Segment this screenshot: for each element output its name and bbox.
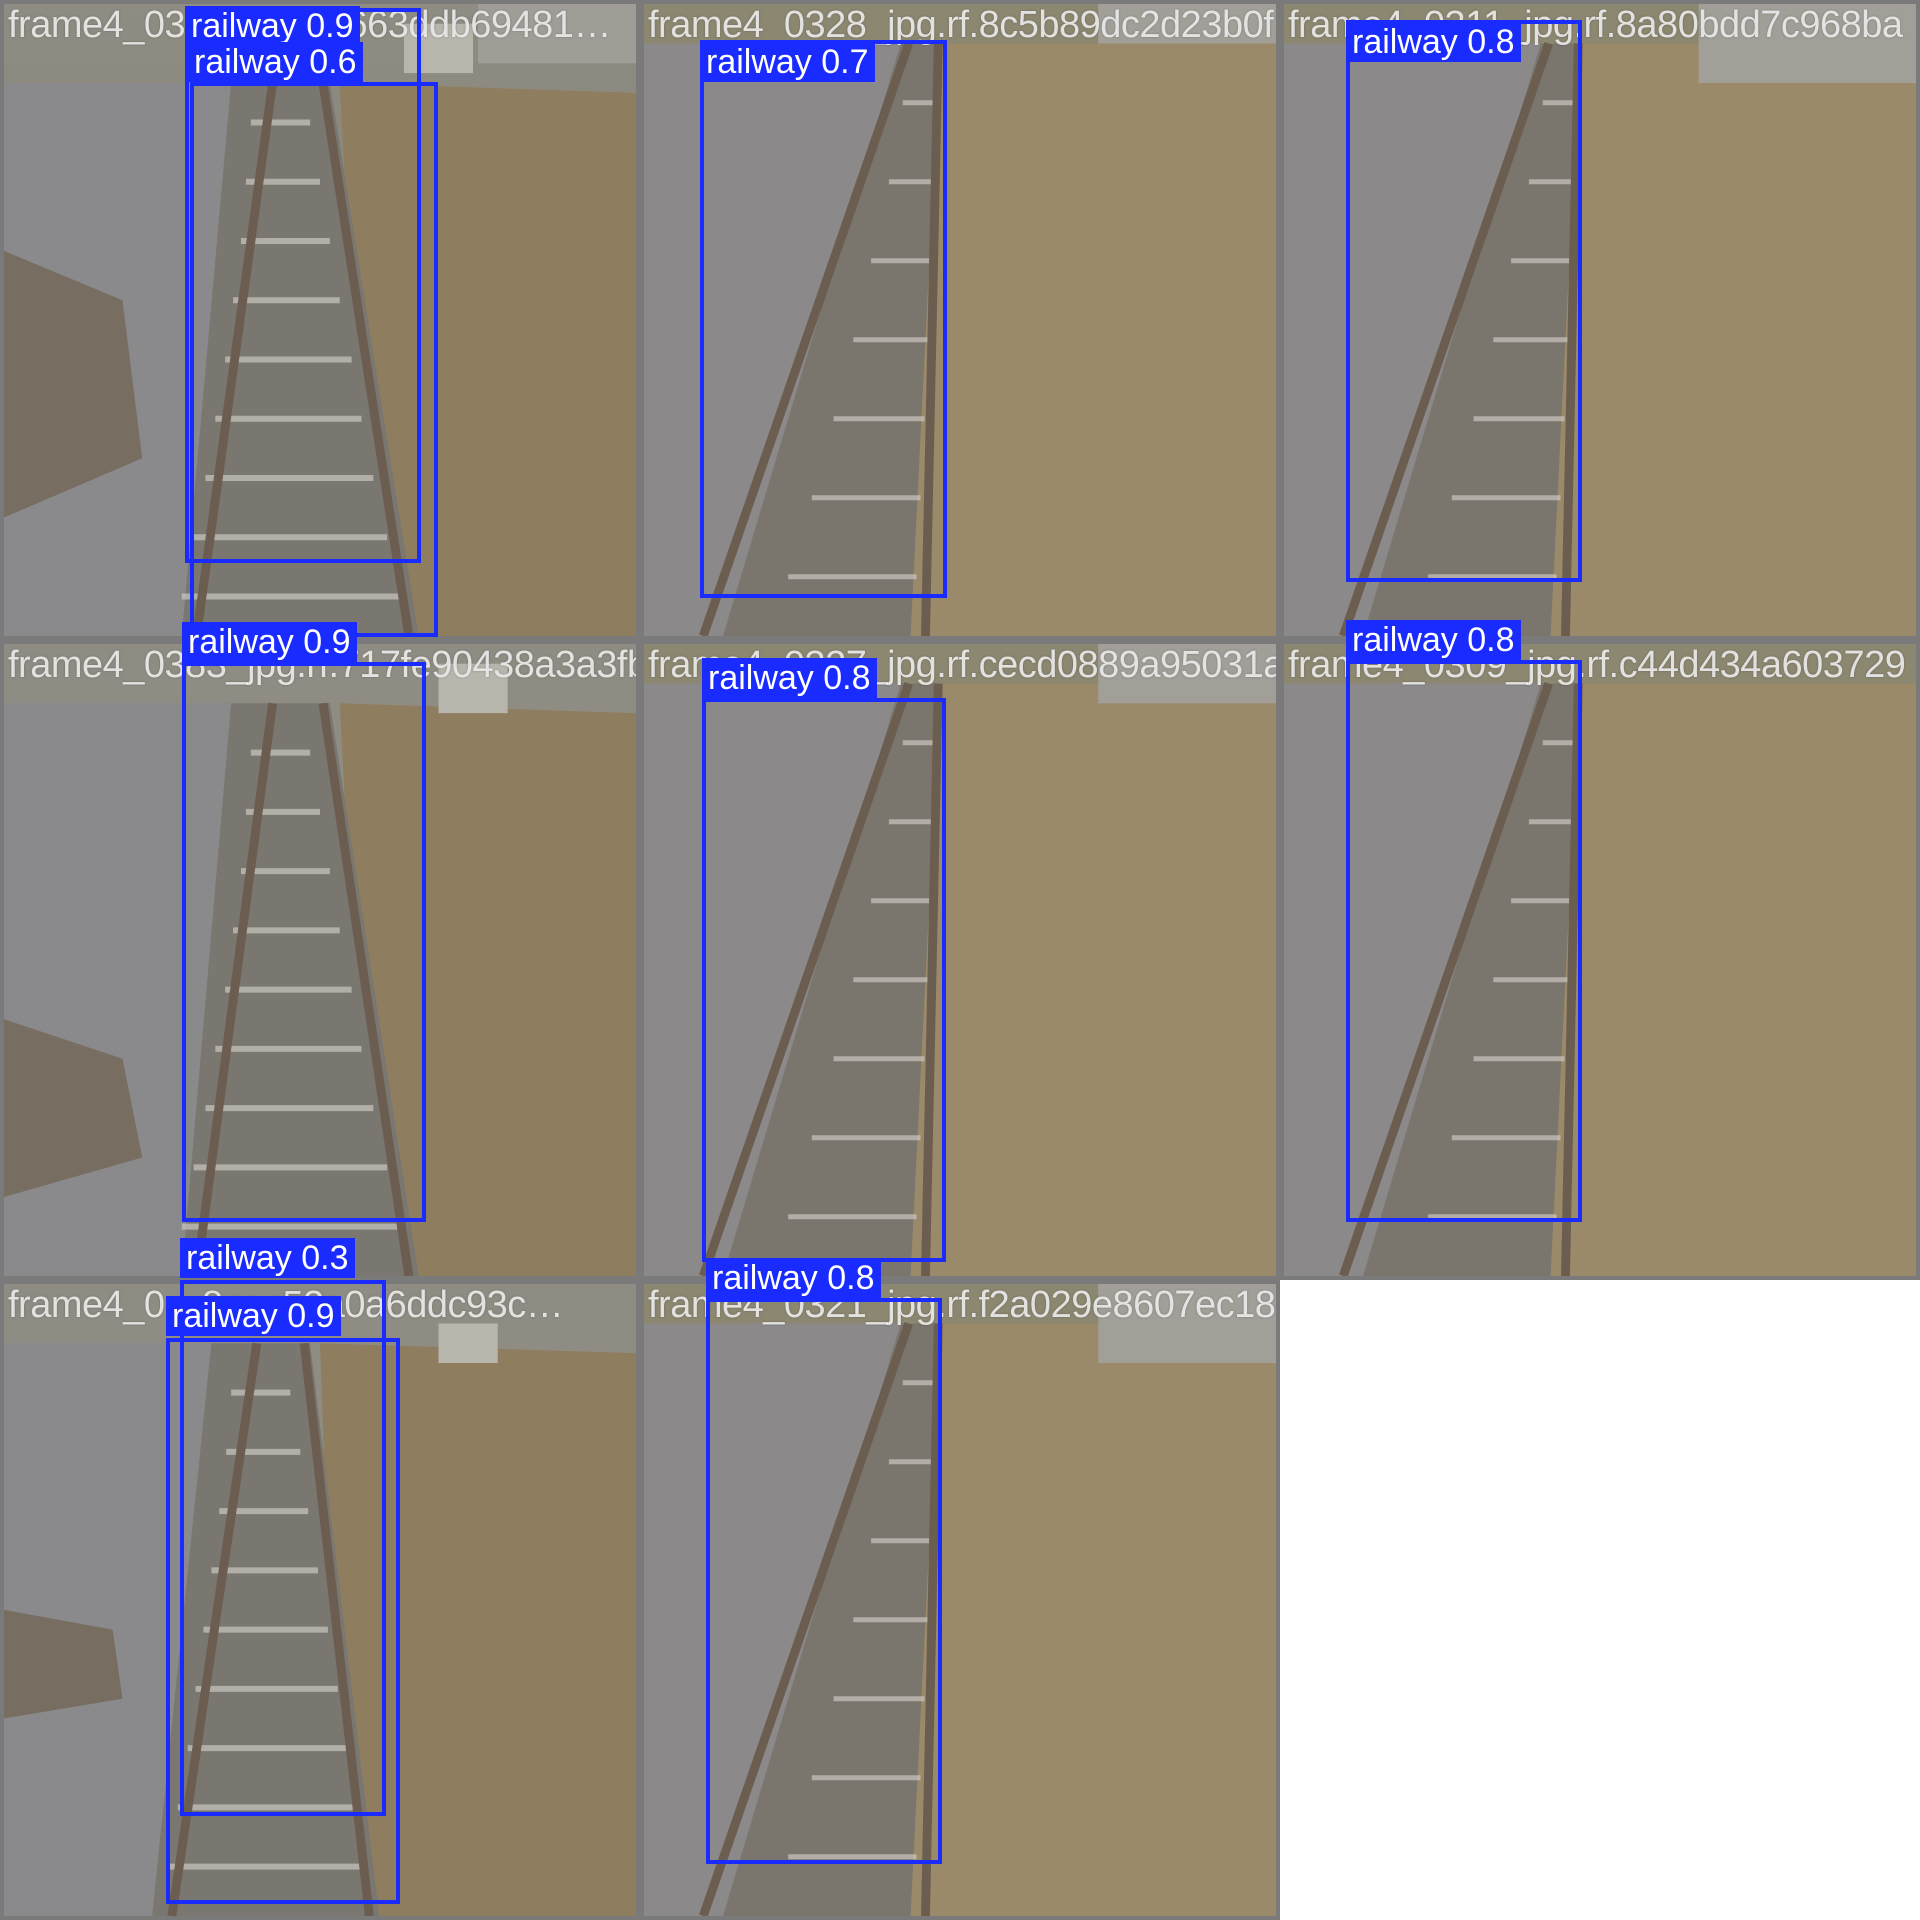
detection-label: railway 0.9 (182, 622, 357, 662)
detection-label: railway 0.8 (702, 658, 877, 698)
image-tile-6: frame4_0309_jpg.rf.c44d434a603729 (1280, 640, 1920, 1280)
detection-box (1346, 20, 1582, 582)
detection-box (182, 662, 426, 1222)
railway-photo (4, 644, 636, 1276)
detection-label: railway 0.6 (188, 42, 363, 82)
image-tile-8: frame4_0321_jpg.rf.f2a029e8607ec18d804cd (640, 1280, 1280, 1920)
image-tile-5: frame4_0327_jpg.rf.cecd0889a95031af75… (640, 640, 1280, 1280)
detection-box (702, 698, 946, 1262)
detection-box (166, 1338, 400, 1904)
detection-box (700, 40, 947, 598)
detection-box (1346, 660, 1582, 1222)
detection-box (190, 82, 438, 637)
image-tile-4: frame4_0383_jpg.rf.717fe90438a3a3fbda… (0, 640, 640, 1280)
railway-photo (644, 4, 1276, 636)
detection-box (180, 1280, 386, 1816)
detection-label: railway 0.7 (700, 42, 875, 82)
filename-caption: frame4_0328_jpg.rf.8c5b89dc2d23b0f1b… (648, 4, 1276, 46)
detection-box (706, 1298, 942, 1864)
detection-label: railway 0.8 (1346, 22, 1521, 62)
detection-label: railway 0.8 (1346, 620, 1521, 660)
detection-label: railway 0.9 (185, 6, 360, 46)
image-tile-2: frame4_0328_jpg.rf.8c5b89dc2d23b0f1b… (640, 0, 1280, 640)
empty-grid-cell (1280, 1280, 1920, 1920)
detection-label: railway 0.3 (180, 1238, 355, 1278)
detection-label: railway 0.8 (706, 1258, 881, 1298)
railway-photo (4, 4, 636, 636)
railway-photo (644, 644, 1276, 1276)
image-tile-7: frame4_0…8eec53a0a6ddc93c… (0, 1280, 640, 1920)
railway-photo (644, 1284, 1276, 1916)
image-tile-1: frame4_03…0d98db663ddb69481… (0, 0, 640, 640)
railway-photo (1284, 644, 1916, 1276)
detection-label: railway 0.9 (166, 1296, 341, 1336)
